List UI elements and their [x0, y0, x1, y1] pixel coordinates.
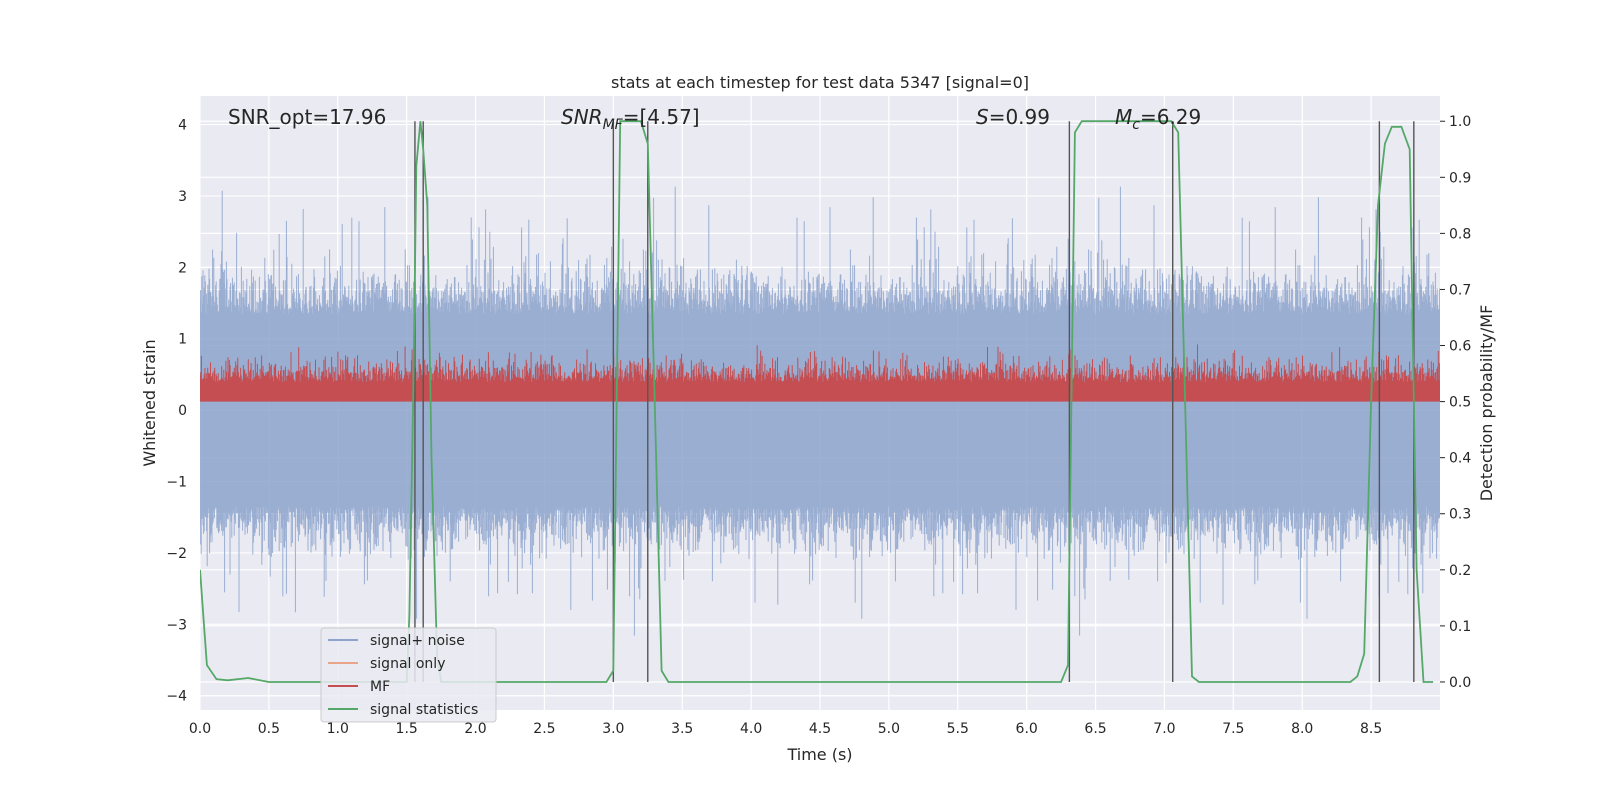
- mc-main: M: [1115, 105, 1132, 129]
- y2-tick-label: 1.0: [1449, 114, 1471, 130]
- legend: signal+ noise signal only MF signal stat…: [320, 627, 497, 723]
- snr-mf-annotation: SNRMF=[4.57]: [561, 105, 700, 133]
- legend-label-signal-only: signal only: [370, 656, 445, 672]
- y-tick-label: 4: [178, 118, 187, 134]
- x-axis-ticks: 0.0 0.5 1.0 1.5 2.0 2.5 3.0 3.5 4.0 4.5 5.0 5.5 6.0 6…: [189, 721, 1382, 737]
- x-tick-label: 1.5: [396, 721, 418, 737]
- legend-box: [320, 627, 497, 723]
- x-tick-label: 6.5: [1084, 721, 1106, 737]
- snr-mf-sub: MF: [603, 117, 624, 133]
- y-axis-label: Whitened strain: [140, 339, 159, 466]
- series-signal-statistics-line: [200, 120, 1434, 683]
- y-tick-label: 1: [178, 332, 187, 348]
- y2-axis-label: Detection probability/MF: [1477, 305, 1496, 502]
- y-tick-label: −1: [166, 475, 187, 491]
- snr-opt-annotation: SNR_opt=17.96: [228, 105, 386, 129]
- y2-tick-label: 0.8: [1449, 226, 1471, 242]
- y-tick-label: −3: [166, 617, 187, 633]
- x-tick-label: 5.0: [878, 721, 900, 737]
- x-tick-label: 6.0: [1016, 721, 1038, 737]
- y2-tick-label: 0.3: [1449, 507, 1471, 523]
- x-tick-label: 8.5: [1360, 721, 1382, 737]
- y-axis-ticks: 4 3 2 1 0 −1 −2 −3 −4: [166, 118, 187, 705]
- x-tick-label: 3.5: [671, 721, 693, 737]
- y-tick-label: 0: [178, 403, 187, 419]
- x-tick-label: 1.0: [327, 721, 349, 737]
- x-tick-label: 8.0: [1291, 721, 1313, 737]
- x-tick-label: 4.0: [740, 721, 762, 737]
- y2-axis-ticks: 1.0 0.9 0.8 0.7 0.6 0.5 0.4 0.3 0.2 0.1 0.0: [1440, 114, 1471, 691]
- y2-tick-label: 0.6: [1449, 339, 1471, 355]
- snr-mf-main: SNR: [561, 105, 603, 129]
- x-tick-label: 3.0: [602, 721, 624, 737]
- x-tick-label: 7.0: [1153, 721, 1175, 737]
- s-value: =0.99: [989, 105, 1050, 129]
- x-tick-label: 5.5: [947, 721, 969, 737]
- s-annotation: S=0.99: [976, 105, 1050, 129]
- x-tick-label: 2.0: [464, 721, 486, 737]
- y2-tick-label: 0.9: [1449, 170, 1471, 186]
- y2-tick-label: 0.7: [1449, 282, 1471, 298]
- x-tick-label: 0.0: [189, 721, 211, 737]
- y2-tick-label: 0.1: [1449, 619, 1471, 635]
- mc-value: =6.29: [1140, 105, 1201, 129]
- legend-label-signal-noise: signal+ noise: [370, 633, 465, 649]
- y-tick-label: −4: [166, 689, 187, 705]
- x-tick-label: 7.5: [1222, 721, 1244, 737]
- mc-sub: c: [1132, 117, 1140, 133]
- snr-mf-value: =[4.57]: [623, 105, 700, 129]
- y-tick-label: 2: [178, 260, 187, 276]
- x-axis-label: Time (s): [786, 745, 852, 764]
- legend-label-signal-statistics: signal statistics: [370, 702, 478, 718]
- y2-tick-label: 0.4: [1449, 451, 1471, 467]
- legend-label-mf: MF: [370, 679, 390, 695]
- x-tick-label: 2.5: [533, 721, 555, 737]
- x-tick-label: 0.5: [258, 721, 280, 737]
- x-tick-label: 4.5: [809, 721, 831, 737]
- y-tick-label: 3: [178, 189, 187, 205]
- y2-tick-label: 0.2: [1449, 563, 1471, 579]
- y2-tick-label: 0.5: [1449, 395, 1471, 411]
- mc-annotation: Mc=6.29: [1115, 105, 1201, 133]
- y-tick-label: −2: [166, 546, 187, 562]
- y2-tick-label: 0.0: [1449, 675, 1471, 691]
- chart-title: stats at each timestep for test data 534…: [611, 73, 1029, 92]
- s-main: S: [976, 105, 989, 129]
